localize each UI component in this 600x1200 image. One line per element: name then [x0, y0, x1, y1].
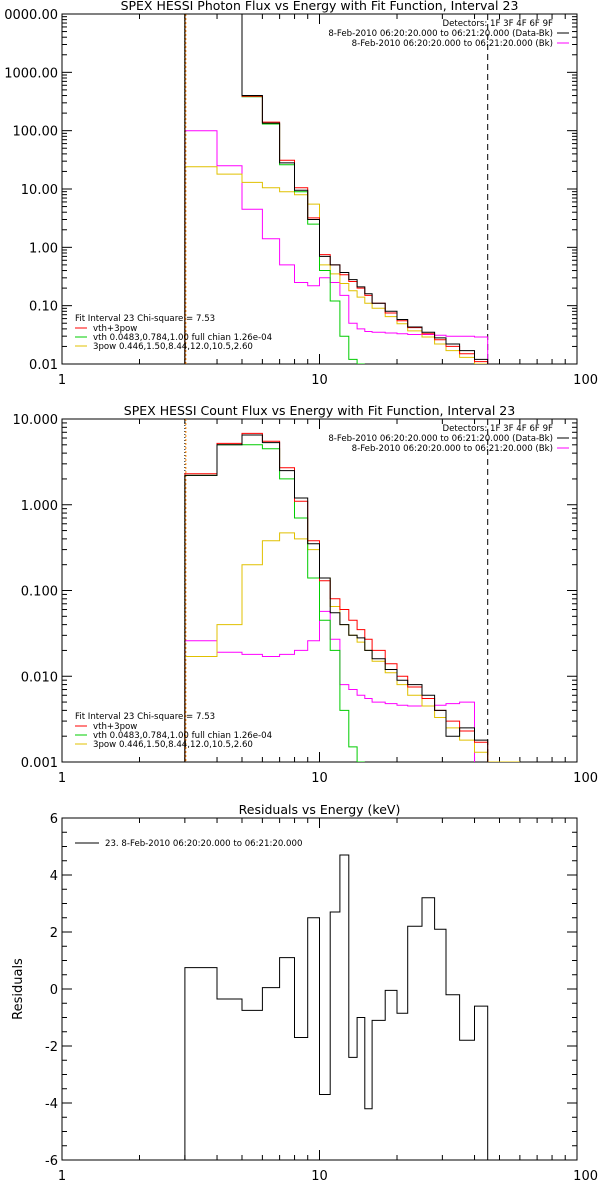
chart-title: SPEX HESSI Count Flux vs Energy with Fit… [124, 403, 515, 418]
y-tick-label: 1.00 [29, 241, 58, 256]
header-line-0: Detectors: 1F 3F 4F 6F 9F [442, 19, 553, 29]
y-axis-label: Residuals [11, 958, 26, 1020]
series-data-bk [184, 434, 489, 762]
header-line-1: 8-Feb-2010 06:20:20.000 to 06:21:20.000 … [328, 29, 553, 39]
plot-area [184, 854, 489, 1160]
count-flux-panel: SPEX HESSI Count Flux vs Energy with Fit… [13, 403, 599, 786]
y-tick-label: 4 [50, 869, 58, 884]
x-tick-label: 100 [573, 1169, 598, 1184]
header-line-1: 8-Feb-2010 06:20:20.000 to 06:21:20.000 … [328, 434, 553, 444]
photon-flux-panel: SPEX HESSI Photon Flux vs Energy with Fi… [4, 0, 598, 388]
chart-title: SPEX HESSI Photon Flux vs Energy with Fi… [121, 0, 519, 13]
header-line-2: 8-Feb-2010 06:20:20.000 to 06:21:20.000 … [352, 444, 553, 454]
x-tick-label: 1 [58, 1169, 66, 1184]
y-tick-label: 100.00 [13, 125, 59, 140]
x-tick-label: 10 [311, 1169, 328, 1184]
y-tick-label: 10.00 [21, 183, 58, 198]
legend-label: 3pow 0.446,1.50,8.44,12.0,10.5,2.60 [93, 740, 253, 750]
x-tick-label: 100 [573, 771, 598, 786]
y-tick-label: 10.000 [13, 413, 59, 428]
x-tick-label: 1 [58, 771, 66, 786]
y-tick-label: 0 [50, 983, 58, 998]
series-data-bk [184, 14, 489, 364]
legend-label: vth+3pow [93, 324, 137, 334]
chart-title: Residuals vs Energy (keV) [239, 802, 401, 817]
fit-info: Fit Interval 23 Chi-square = 7.53 [75, 314, 215, 324]
y-tick-label: 0000.00 [4, 8, 58, 23]
legend-label: 23. 8-Feb-2010 06:20:20.000 to 06:21:20.… [105, 839, 302, 849]
y-tick-label: 0.010 [21, 670, 58, 685]
y-tick-label: 2 [50, 926, 58, 941]
y-tick-label: 0.100 [21, 585, 58, 600]
legend-label: vth 0.0483,0.784,1.00 full chian 1.26e-0… [93, 731, 272, 741]
series-3pow [184, 166, 488, 364]
residuals-panel: Residuals vs Energy (keV) 1 10 100 -6 -4 -2 0 2 4… [11, 802, 598, 1184]
x-tick-label: 1 [58, 373, 66, 388]
y-tick-label: -2 [45, 1040, 58, 1055]
y-tick-label: 1.000 [21, 499, 58, 514]
y-tick-label: 0.10 [29, 300, 58, 315]
y-tick-label: 0.001 [21, 756, 58, 771]
y-tick-label: 0.01 [29, 358, 58, 373]
header-line-2: 8-Feb-2010 06:20:20.000 to 06:21:20.000 … [352, 39, 553, 49]
x-tick-label: 10 [311, 771, 328, 786]
plot-area [184, 419, 520, 762]
y-tick-label: -4 [45, 1097, 58, 1112]
x-tick-label: 100 [573, 373, 598, 388]
legend-label: 3pow 0.446,1.50,8.44,12.0,10.5,2.60 [93, 342, 253, 352]
series-residuals [184, 854, 489, 1160]
header-line-0: Detectors: 1F 3F 4F 6F 9F [442, 424, 553, 434]
y-tick-label: 1000.00 [4, 66, 58, 81]
fit-info: Fit Interval 23 Chi-square = 7.53 [75, 712, 215, 722]
legend-label: vth+3pow [93, 722, 137, 732]
plot-area [184, 14, 489, 364]
legend-label: vth 0.0483,0.784,1.00 full chian 1.26e-0… [93, 333, 272, 343]
y-tick-label: -6 [45, 1154, 58, 1169]
y-tick-label: 6 [50, 812, 58, 827]
x-tick-label: 10 [311, 373, 328, 388]
